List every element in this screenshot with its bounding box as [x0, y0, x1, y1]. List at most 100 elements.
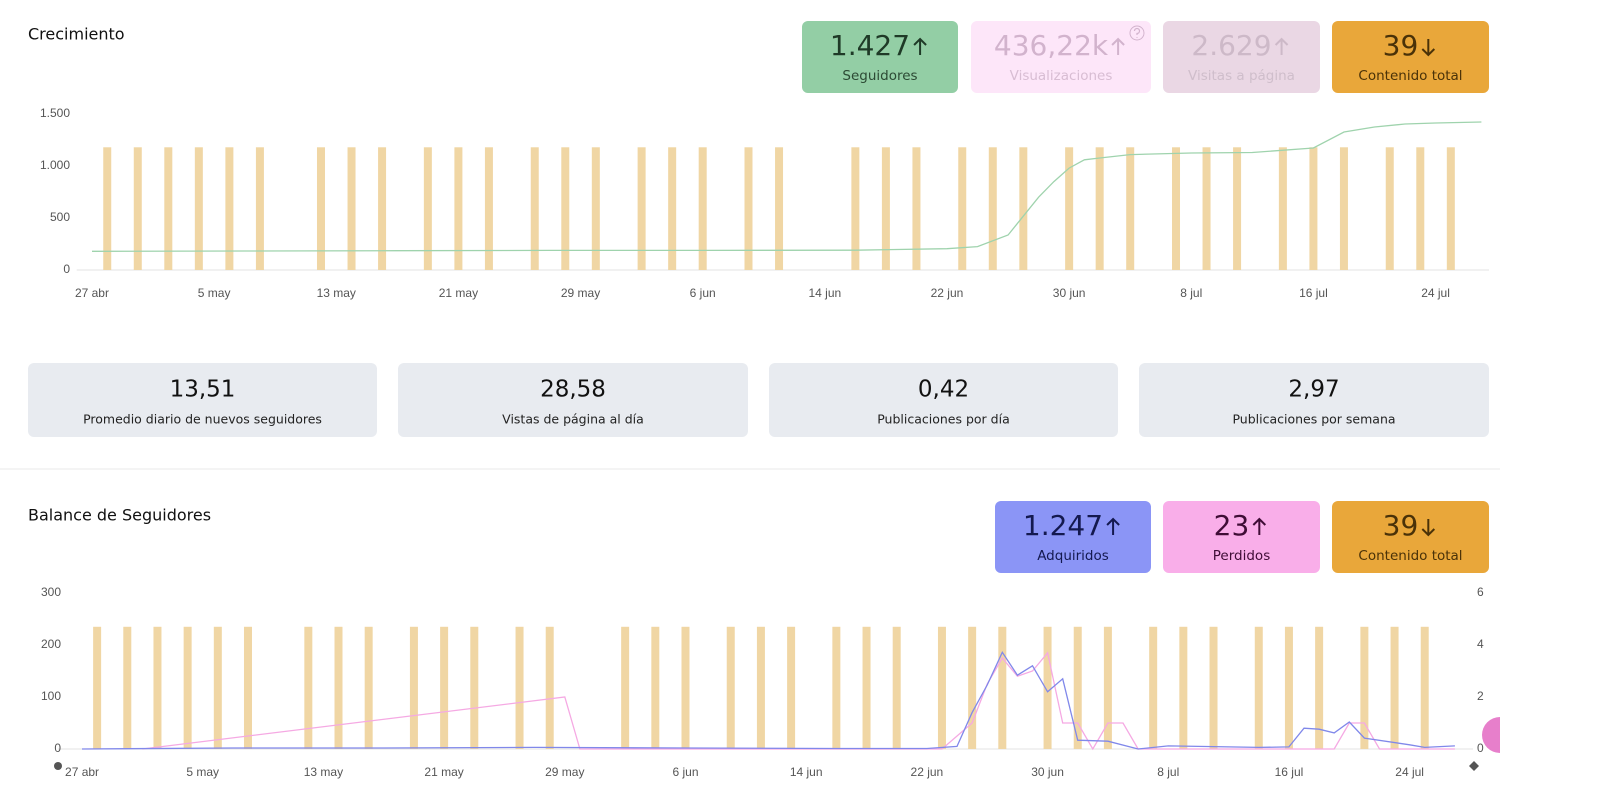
stat-card [398, 363, 748, 437]
x-tick-label: 6 jun [690, 286, 716, 300]
kpi-label: Seguidores [842, 68, 917, 84]
bar [545, 626, 554, 749]
x-tick-label: 24 jul [1421, 286, 1450, 300]
bar [1103, 626, 1112, 749]
bar [862, 626, 871, 749]
bar [194, 147, 203, 270]
kpi-label: Contenido total [1358, 548, 1462, 564]
y-tick-label: 1.500 [40, 106, 70, 120]
bar [153, 626, 162, 749]
stat-label: Promedio diario de nuevos seguidores [83, 412, 322, 427]
bar [1278, 147, 1287, 270]
bar [164, 147, 173, 270]
x-tick-label: 16 jul [1299, 286, 1328, 300]
bar [1315, 626, 1324, 749]
range-handle[interactable] [1469, 761, 1479, 771]
bar [484, 147, 493, 270]
bar [213, 626, 222, 749]
y2-tick-label: 4 [1477, 637, 1484, 651]
bar [1385, 147, 1394, 270]
bar [1126, 147, 1135, 270]
bar [651, 626, 660, 749]
x-tick-label: 27 abr [65, 765, 99, 779]
kpi-label: Contenido total [1358, 68, 1462, 84]
bar [958, 147, 967, 270]
bar [998, 626, 1007, 749]
bar [255, 147, 264, 270]
x-tick-label: 14 jun [808, 286, 841, 300]
bar [1416, 147, 1425, 270]
bar [225, 147, 234, 270]
x-tick-label: 6 jun [672, 765, 698, 779]
kpi-value: 1.427 [830, 29, 910, 62]
stat-card [28, 363, 377, 437]
x-tick-label: 16 jul [1275, 765, 1304, 779]
range-handle[interactable] [54, 762, 62, 770]
bar [133, 147, 142, 270]
x-tick-label: 24 jul [1395, 765, 1424, 779]
bar [787, 626, 796, 749]
stat-label: Vistas de página al día [502, 412, 644, 427]
x-tick-label: 29 may [545, 765, 584, 779]
x-tick-label: 21 may [439, 286, 478, 300]
kpi-value: 436,22k [994, 29, 1109, 62]
line [142, 651, 1455, 751]
bar [892, 626, 901, 749]
chat-button[interactable] [1482, 717, 1500, 753]
x-tick-label: 30 jun [1053, 286, 1086, 300]
trend-arrow [913, 37, 927, 55]
x-tick-label: 8 jul [1157, 765, 1179, 779]
help-icon [1129, 25, 1145, 41]
bar [912, 147, 921, 270]
bar [1172, 147, 1181, 270]
bar [515, 626, 524, 749]
bar [470, 626, 479, 749]
section-title: Balance de Seguidores [28, 506, 211, 525]
trend-arrow [1252, 517, 1267, 535]
kpi-card [1332, 501, 1489, 573]
y-tick-label: 0 [54, 741, 61, 755]
stat-value: 0,42 [918, 377, 969, 403]
bar [334, 626, 343, 749]
bar [621, 626, 630, 749]
bar [561, 147, 570, 270]
bar [1019, 147, 1028, 270]
x-tick-label: 21 may [424, 765, 463, 779]
bar [243, 626, 252, 749]
bar [726, 626, 735, 749]
bar [1202, 147, 1211, 270]
bar [316, 147, 325, 270]
y-tick-label: 1.000 [40, 158, 70, 172]
bar [1254, 626, 1263, 749]
trend-arrow [1421, 519, 1436, 537]
bar [440, 626, 449, 749]
bar [1446, 147, 1455, 270]
bar [698, 147, 707, 270]
x-tick-label: 14 jun [790, 765, 823, 779]
bar [103, 147, 112, 270]
bar [1339, 147, 1348, 270]
stat-label: Publicaciones por semana [1232, 412, 1395, 427]
bar [364, 626, 373, 749]
bar [1149, 626, 1158, 749]
kpi-label: Visualizaciones [1010, 68, 1113, 84]
bar [1309, 147, 1318, 270]
bar [378, 147, 387, 270]
y2-tick-label: 2 [1477, 689, 1484, 703]
bar [1095, 147, 1104, 270]
kpi-value: 39 [1383, 509, 1419, 542]
bar [1284, 626, 1293, 749]
kpi-card [971, 21, 1151, 93]
bar [1360, 626, 1369, 749]
bar [1233, 147, 1242, 270]
kpi-card [1332, 21, 1489, 93]
y-tick-label: 0 [63, 262, 70, 276]
trend-arrow [1111, 37, 1125, 55]
x-tick-label: 5 may [186, 765, 219, 779]
trend-arrow [1106, 517, 1120, 535]
kpi-label: Adquiridos [1037, 548, 1109, 564]
trend-arrow [1274, 37, 1289, 55]
help-icon [1133, 27, 1141, 38]
x-tick-label: 30 jun [1031, 765, 1064, 779]
